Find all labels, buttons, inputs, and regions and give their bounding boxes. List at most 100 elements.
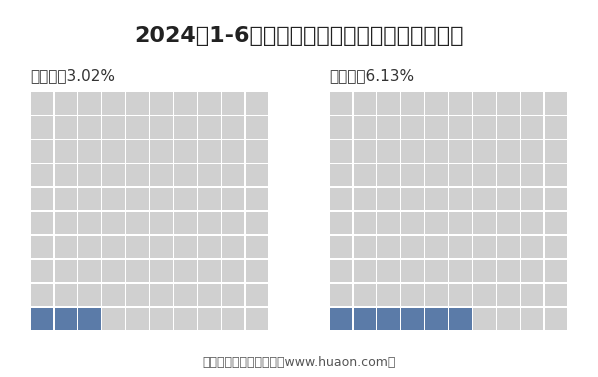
Bar — [246, 212, 269, 234]
Bar — [102, 164, 125, 187]
Bar — [174, 260, 197, 282]
Bar — [222, 188, 245, 210]
Bar — [377, 236, 400, 258]
Bar — [521, 92, 544, 115]
Bar — [353, 260, 376, 282]
Bar — [198, 92, 221, 115]
Bar — [497, 308, 520, 330]
Bar — [30, 284, 53, 306]
Bar — [54, 92, 77, 115]
Bar — [174, 236, 197, 258]
Bar — [377, 308, 400, 330]
Bar — [30, 260, 53, 282]
Bar — [54, 236, 77, 258]
Bar — [497, 236, 520, 258]
Bar — [425, 308, 448, 330]
Bar — [198, 260, 221, 282]
Bar — [54, 260, 77, 282]
Bar — [174, 284, 197, 306]
Bar — [174, 308, 197, 330]
Bar — [353, 236, 376, 258]
Bar — [521, 116, 544, 139]
Bar — [329, 92, 352, 115]
Bar — [425, 212, 448, 234]
Bar — [521, 188, 544, 210]
Bar — [449, 284, 472, 306]
Bar — [222, 140, 245, 162]
Bar — [377, 164, 400, 187]
Bar — [54, 284, 77, 306]
Bar — [449, 116, 472, 139]
Bar — [401, 164, 424, 187]
Bar — [353, 188, 376, 210]
Bar — [521, 164, 544, 187]
Bar — [521, 212, 544, 234]
Bar — [126, 308, 149, 330]
Bar — [102, 116, 125, 139]
Bar — [473, 92, 496, 115]
Bar — [126, 260, 149, 282]
Bar — [30, 236, 53, 258]
Bar — [521, 236, 544, 258]
Text: 体育彩票6.13%: 体育彩票6.13% — [329, 68, 414, 83]
Bar — [246, 164, 269, 187]
Bar — [198, 308, 221, 330]
Bar — [401, 260, 424, 282]
Bar — [102, 212, 125, 234]
Bar — [377, 92, 400, 115]
Bar — [401, 236, 424, 258]
Bar — [102, 92, 125, 115]
Bar — [198, 188, 221, 210]
Bar — [377, 116, 400, 139]
Bar — [425, 284, 448, 306]
Bar — [126, 212, 149, 234]
Bar — [150, 212, 173, 234]
Bar — [222, 260, 245, 282]
Bar — [222, 164, 245, 187]
Bar — [54, 140, 77, 162]
Bar — [353, 284, 376, 306]
Bar — [329, 284, 352, 306]
Text: 制图：华经产业研究院（www.huaon.com）: 制图：华经产业研究院（www.huaon.com） — [202, 357, 396, 369]
Bar — [102, 188, 125, 210]
Bar — [78, 140, 101, 162]
Bar — [497, 116, 520, 139]
Bar — [425, 164, 448, 187]
Bar — [545, 164, 568, 187]
Bar — [78, 116, 101, 139]
Bar — [497, 284, 520, 306]
Bar — [246, 140, 269, 162]
Bar — [449, 212, 472, 234]
Bar — [174, 188, 197, 210]
Bar — [521, 308, 544, 330]
Bar — [246, 116, 269, 139]
Bar — [497, 212, 520, 234]
Bar — [126, 92, 149, 115]
Bar — [54, 308, 77, 330]
Bar — [126, 164, 149, 187]
Bar — [30, 164, 53, 187]
Bar — [150, 92, 173, 115]
Bar — [174, 92, 197, 115]
Bar — [353, 164, 376, 187]
Bar — [473, 236, 496, 258]
Bar — [198, 236, 221, 258]
Bar — [329, 308, 352, 330]
Bar — [126, 188, 149, 210]
Bar — [449, 92, 472, 115]
Bar — [222, 212, 245, 234]
Bar — [150, 164, 173, 187]
Bar — [222, 284, 245, 306]
Bar — [102, 140, 125, 162]
Bar — [198, 140, 221, 162]
Bar — [449, 260, 472, 282]
Bar — [78, 260, 101, 282]
Bar — [377, 140, 400, 162]
Bar — [246, 260, 269, 282]
Bar — [401, 212, 424, 234]
Bar — [377, 212, 400, 234]
Bar — [78, 308, 101, 330]
Bar — [246, 188, 269, 210]
Bar — [246, 284, 269, 306]
Bar — [473, 116, 496, 139]
